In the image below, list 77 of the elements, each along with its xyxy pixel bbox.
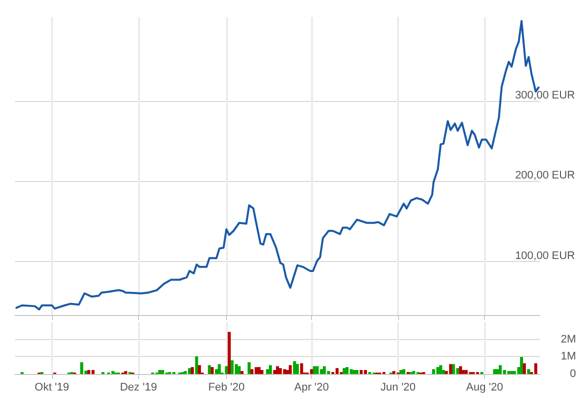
bar (190, 367, 194, 374)
bar (230, 360, 234, 374)
bar (240, 371, 244, 374)
bar (266, 369, 270, 374)
y-tick-label: 100,00 EUR (515, 250, 576, 262)
bar (111, 371, 114, 374)
bar (276, 366, 279, 374)
bar (496, 369, 499, 374)
bar (210, 367, 214, 374)
bar (364, 370, 367, 374)
x-tick-label: Apr '20 (294, 382, 329, 394)
bar (218, 364, 221, 374)
bar (158, 370, 162, 374)
bar (346, 367, 349, 374)
x-tick-label: Okt '19 (34, 382, 70, 394)
x-tick-label: Feb '20 (208, 382, 245, 394)
y-tick-label: 200,00 EUR (515, 170, 576, 182)
bar (238, 366, 241, 374)
bar (316, 366, 319, 374)
bar (87, 370, 90, 374)
bar (459, 366, 462, 374)
bar (250, 369, 254, 374)
bar (464, 370, 468, 374)
bar (510, 371, 514, 374)
x-tick-label: Jun '20 (380, 382, 416, 394)
x-tick-label: Aug '20 (466, 382, 504, 394)
bar (92, 370, 95, 374)
bar (80, 362, 84, 374)
bar (402, 369, 406, 374)
bar (534, 363, 538, 374)
bar (456, 368, 460, 374)
bar (198, 365, 201, 374)
bar (254, 367, 258, 374)
y-tick-label: 300,00 EUR (515, 90, 576, 102)
bar (293, 361, 296, 374)
bar (288, 365, 292, 374)
bar (439, 365, 442, 374)
x-tick-label: Dez '19 (120, 382, 157, 394)
bar (432, 369, 436, 374)
bar (449, 364, 452, 374)
bar (320, 369, 323, 374)
bar (512, 371, 516, 374)
bar (260, 370, 264, 374)
bar (522, 363, 526, 374)
bar (493, 369, 496, 374)
bar (520, 357, 524, 374)
bar (278, 368, 282, 374)
bar (355, 370, 358, 374)
bar (350, 369, 353, 374)
bar (412, 371, 416, 374)
y-tick-label: 2M (560, 333, 576, 346)
bar (399, 370, 402, 374)
bar (258, 367, 261, 374)
y-tick-label: 1M (560, 350, 576, 363)
bar (248, 362, 251, 374)
bar (342, 368, 346, 374)
bar (322, 366, 326, 374)
bar (296, 364, 299, 374)
bar (310, 369, 314, 374)
bar (360, 370, 363, 374)
bar (527, 369, 530, 374)
y-tick-label: 0 (570, 368, 576, 380)
bar (273, 370, 276, 374)
bar (188, 368, 192, 374)
bar (300, 363, 304, 374)
bar (195, 356, 198, 374)
bar (392, 371, 396, 374)
bar (224, 366, 228, 374)
bar (498, 365, 502, 374)
bar (268, 365, 272, 374)
bar (161, 370, 164, 374)
bar (283, 369, 286, 374)
bar (184, 371, 187, 374)
bar (228, 332, 231, 374)
bar (124, 371, 128, 374)
bar (452, 364, 455, 374)
bar (336, 368, 339, 374)
